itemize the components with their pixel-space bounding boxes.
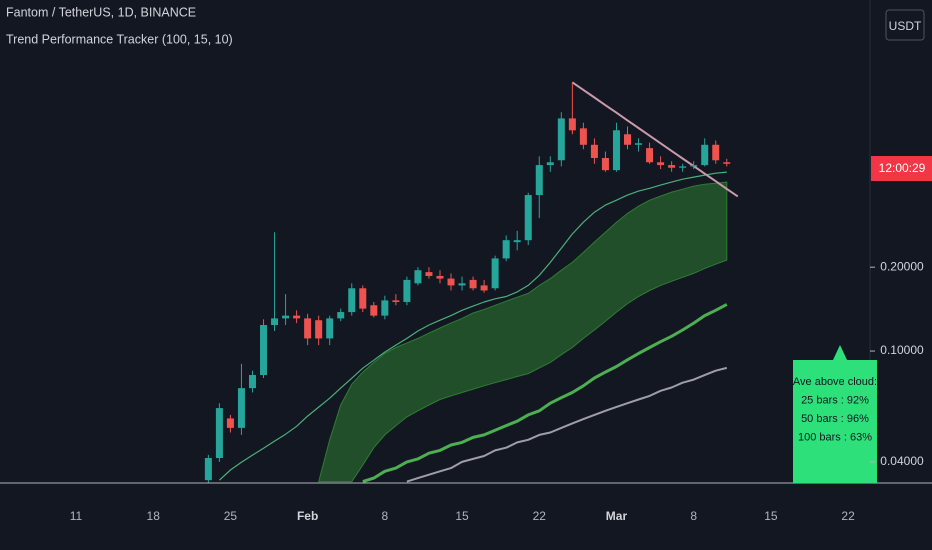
info-box-line: 25 bars : 92% xyxy=(801,394,869,406)
countdown-box xyxy=(871,156,932,181)
candle-body xyxy=(271,318,279,326)
candle-body xyxy=(414,270,422,284)
x-tick-label: 8 xyxy=(690,509,697,523)
candle-body xyxy=(491,258,499,289)
x-tick-label: 22 xyxy=(841,509,855,523)
info-box-line: 50 bars : 96% xyxy=(801,413,869,425)
candle-body xyxy=(337,312,345,319)
candle-body xyxy=(480,285,488,291)
y-tick-label: 0.20000 xyxy=(880,259,924,273)
candle-body xyxy=(204,458,212,481)
candle-body xyxy=(425,272,433,276)
chart-title: Fantom / TetherUS, 1D, BINANCE xyxy=(6,5,196,19)
candle-body xyxy=(359,288,367,309)
candle-body xyxy=(690,165,698,167)
candle-body xyxy=(392,300,400,302)
currency-label[interactable]: USDT xyxy=(889,19,922,33)
candle-body xyxy=(635,143,643,145)
candle-body xyxy=(657,162,665,166)
candle-body xyxy=(237,388,245,428)
x-tick-label: 15 xyxy=(764,509,778,523)
candle-body xyxy=(601,158,609,171)
x-tick-label: 11 xyxy=(70,509,83,523)
candle-body xyxy=(557,118,565,161)
info-box: Ave above cloud: 25 bars : 92% 50 bars : 9… xyxy=(793,345,877,483)
indicator-line xyxy=(362,303,728,483)
candle-body xyxy=(513,240,521,243)
candle-body xyxy=(612,130,620,171)
candle-body xyxy=(282,315,290,319)
candle-body xyxy=(315,320,323,339)
candle-body xyxy=(447,278,455,286)
candle-body xyxy=(304,318,312,339)
candle-body xyxy=(723,162,731,164)
candle-body xyxy=(436,275,444,279)
candle-body xyxy=(469,279,477,289)
candle-body xyxy=(348,288,356,313)
candle-body xyxy=(590,144,598,159)
info-box-line: 100 bars : 63% xyxy=(798,431,872,443)
candle-body xyxy=(579,128,587,145)
candle-body xyxy=(381,300,389,316)
candle-body xyxy=(458,283,466,286)
x-tick-label: 8 xyxy=(381,509,388,523)
candle-body xyxy=(679,166,687,168)
candle-body xyxy=(502,240,510,259)
y-tick-label: 0.10000 xyxy=(880,343,924,357)
candle-body xyxy=(326,318,334,339)
candle-body xyxy=(701,144,709,166)
candle-body xyxy=(403,279,411,302)
x-tick-label: 25 xyxy=(224,509,238,523)
info-box-bg xyxy=(793,360,877,483)
x-tick-label: 18 xyxy=(147,509,161,523)
candle-body xyxy=(293,315,301,319)
currency-button[interactable] xyxy=(885,9,925,41)
candle-body xyxy=(668,165,676,168)
candle-body xyxy=(535,165,543,196)
countdown-label: 12:00:29 xyxy=(879,161,926,175)
indicator-line xyxy=(218,171,727,481)
cloud-band xyxy=(318,181,728,483)
candle-body xyxy=(260,325,268,376)
candle-body xyxy=(370,305,378,316)
candle-body xyxy=(546,162,554,166)
x-tick-label: Feb xyxy=(297,509,318,523)
x-tick-label: Mar xyxy=(606,509,628,523)
candle-body xyxy=(524,195,532,241)
info-box-pointer xyxy=(833,345,847,360)
candle-body xyxy=(646,148,654,163)
info-box-line: Ave above cloud: xyxy=(793,376,877,388)
x-tick-label: 22 xyxy=(533,509,547,523)
candle-body xyxy=(248,375,256,389)
plot-area xyxy=(204,81,739,483)
indicator-title: Trend Performance Tracker (100, 15, 10) xyxy=(6,32,233,46)
indicator-line xyxy=(571,81,739,198)
candle-body xyxy=(568,118,576,131)
candle-body xyxy=(215,408,223,459)
candle-body xyxy=(712,144,720,161)
x-tick-label: 15 xyxy=(455,509,469,523)
y-tick-label: 0.04000 xyxy=(880,454,924,468)
indicator-line xyxy=(406,366,728,483)
candle-body xyxy=(226,418,234,428)
candle-body xyxy=(624,134,631,145)
